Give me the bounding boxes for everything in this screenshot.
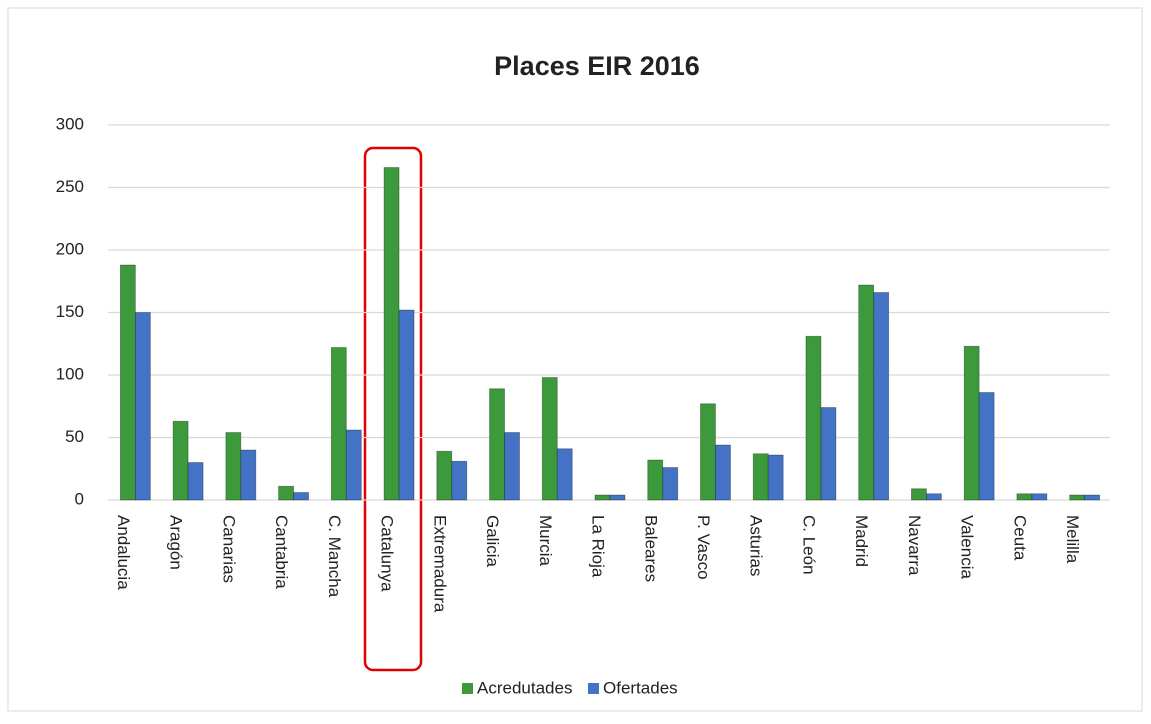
bar	[926, 493, 942, 501]
x-tick-label: Catalunya	[378, 515, 397, 592]
bar	[293, 492, 309, 501]
bar	[978, 392, 995, 501]
bar	[489, 388, 505, 501]
bar	[541, 377, 558, 501]
bar	[820, 407, 837, 501]
bar	[556, 448, 573, 501]
legend-swatch	[462, 683, 473, 694]
bar	[330, 347, 347, 501]
y-tick-label: 300	[56, 114, 84, 133]
x-tick-label: Aragón	[167, 515, 186, 570]
legend-label: Acredutades	[477, 678, 572, 697]
bar	[715, 444, 731, 501]
x-tick-label: Cantabria	[272, 515, 291, 589]
bar	[119, 264, 136, 501]
bar	[398, 309, 415, 501]
bar	[752, 453, 769, 501]
legend-swatch	[588, 683, 599, 694]
x-tick-label: C. León	[799, 515, 818, 575]
bar	[451, 460, 468, 501]
x-tick-label: Asturias	[747, 515, 766, 576]
x-tick-label: Extremadura	[430, 515, 449, 613]
x-tick-label: Navarra	[905, 515, 924, 576]
chart-title: Places EIR 2016	[494, 51, 700, 81]
x-tick-label: La Rioja	[589, 515, 608, 578]
bar	[187, 462, 204, 501]
bar	[383, 167, 400, 501]
bar	[1069, 494, 1086, 501]
y-tick-label: 200	[56, 239, 84, 258]
y-tick-label: 50	[65, 427, 84, 446]
bar	[172, 420, 189, 501]
bar	[609, 494, 626, 501]
x-tick-label: Madrid	[852, 515, 871, 567]
x-tick-label: Canarias	[219, 515, 238, 583]
legend-label: Ofertades	[603, 678, 678, 697]
y-tick-label: 0	[75, 489, 84, 508]
bar	[858, 284, 875, 501]
x-tick-label: Ceuta	[1010, 515, 1029, 561]
bar	[911, 488, 927, 501]
y-tick-label: 250	[56, 177, 84, 196]
bar	[240, 449, 257, 501]
bar	[134, 312, 151, 501]
bar	[504, 432, 520, 501]
x-tick-label: Murcia	[536, 515, 555, 567]
bar	[805, 335, 822, 501]
x-tick-label: P. Vasco	[694, 515, 713, 580]
bar	[1016, 493, 1033, 501]
bar	[662, 467, 679, 501]
y-tick-label: 150	[56, 302, 84, 321]
highlight-box	[363, 146, 423, 672]
bar	[767, 454, 784, 501]
bar	[1084, 494, 1101, 501]
bar	[873, 292, 890, 501]
bar	[345, 429, 362, 501]
bar	[963, 345, 980, 501]
bar	[436, 450, 453, 501]
bar	[647, 459, 664, 501]
bar	[594, 494, 611, 501]
bar	[1031, 493, 1048, 501]
x-tick-label: Galicia	[483, 515, 502, 568]
y-tick-label: 100	[56, 364, 84, 383]
bar	[700, 403, 716, 501]
x-tick-label: Valencia	[958, 515, 977, 579]
bar	[225, 432, 242, 501]
x-tick-label: C. Mancha	[325, 515, 344, 598]
x-tick-label: Melilla	[1063, 515, 1082, 564]
x-tick-label: Baleares	[641, 515, 660, 582]
bar	[278, 485, 294, 501]
x-tick-label: Andalucia	[114, 515, 133, 590]
